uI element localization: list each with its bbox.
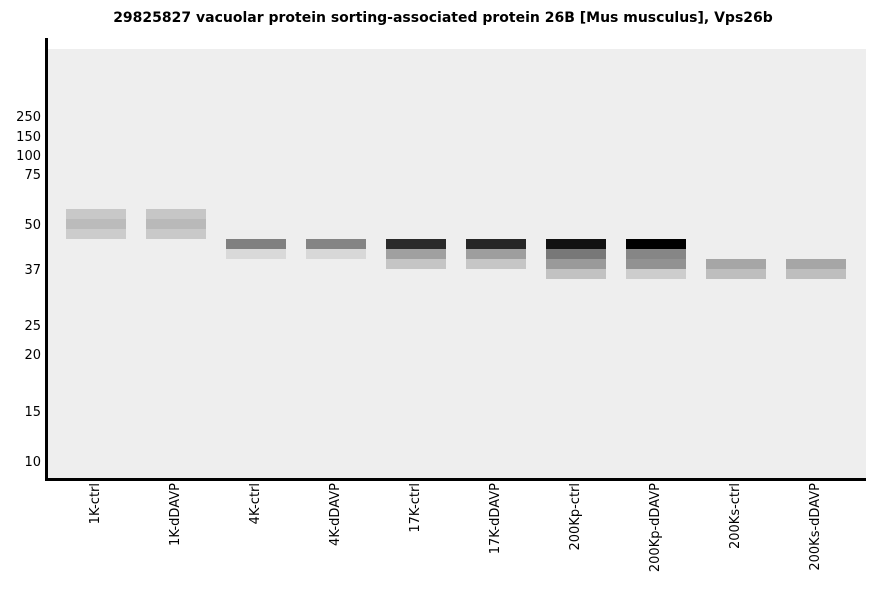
band-stripe xyxy=(706,269,766,279)
y-axis-spine xyxy=(45,38,48,481)
band-stripe xyxy=(386,239,446,249)
band-stripe xyxy=(66,229,126,239)
band-stripe xyxy=(66,219,126,229)
lane-label: 17K-dDAVP xyxy=(488,483,503,555)
y-tick-label: 50 xyxy=(24,218,41,233)
band-stripe xyxy=(546,249,606,259)
band-stripe xyxy=(546,239,606,249)
band-stripe xyxy=(626,269,686,279)
band-stripe xyxy=(146,229,206,239)
y-tick-label: 25 xyxy=(24,319,41,334)
lane-label: 200Ks-ctrl xyxy=(728,483,743,550)
lane-label: 4K-ctrl xyxy=(248,483,263,525)
y-tick-label: 250 xyxy=(16,110,41,125)
y-tick-labels: 250 150 100 75 50 37 25 20 15 10 xyxy=(0,0,41,595)
band-stripe xyxy=(226,249,286,259)
y-tick-label: 150 xyxy=(16,130,41,145)
band-stripe xyxy=(466,249,526,259)
band-stripe xyxy=(226,239,286,249)
band-stripe xyxy=(546,269,606,279)
band-stripe xyxy=(786,269,846,279)
band-stripe xyxy=(466,239,526,249)
band-stripe xyxy=(386,249,446,259)
lane-label: 17K-ctrl xyxy=(408,483,423,533)
band-stripe xyxy=(146,209,206,219)
y-tick-label: 10 xyxy=(24,455,41,470)
band-stripe xyxy=(306,239,366,249)
band-stripe xyxy=(626,259,686,269)
x-axis-spine xyxy=(45,478,866,481)
band-stripe xyxy=(786,259,846,269)
lane-label: 4K-dDAVP xyxy=(328,483,343,546)
lane-label: 200Ks-dDAVP xyxy=(808,483,823,571)
band-stripe xyxy=(66,209,126,219)
lane-label: 1K-ctrl xyxy=(88,483,103,525)
band-stripe xyxy=(386,259,446,269)
y-tick-label: 75 xyxy=(24,168,41,183)
y-tick-label: 20 xyxy=(24,348,41,363)
band-stripe xyxy=(546,259,606,269)
band-stripe xyxy=(146,219,206,229)
y-tick-label: 100 xyxy=(16,149,41,164)
chart-title: 29825827 vacuolar protein sorting-associ… xyxy=(113,10,773,26)
lane-label: 200Kp-dDAVP xyxy=(648,483,663,573)
band-stripe xyxy=(306,249,366,259)
y-tick-label: 15 xyxy=(24,405,41,420)
y-tick-label: 37 xyxy=(24,263,41,278)
band-stripe xyxy=(626,249,686,259)
band-stripe xyxy=(466,259,526,269)
lane-label: 1K-dDAVP xyxy=(168,483,183,546)
lane-label: 200Kp-ctrl xyxy=(568,483,583,551)
band-stripe xyxy=(626,239,686,249)
band-stripe xyxy=(706,259,766,269)
